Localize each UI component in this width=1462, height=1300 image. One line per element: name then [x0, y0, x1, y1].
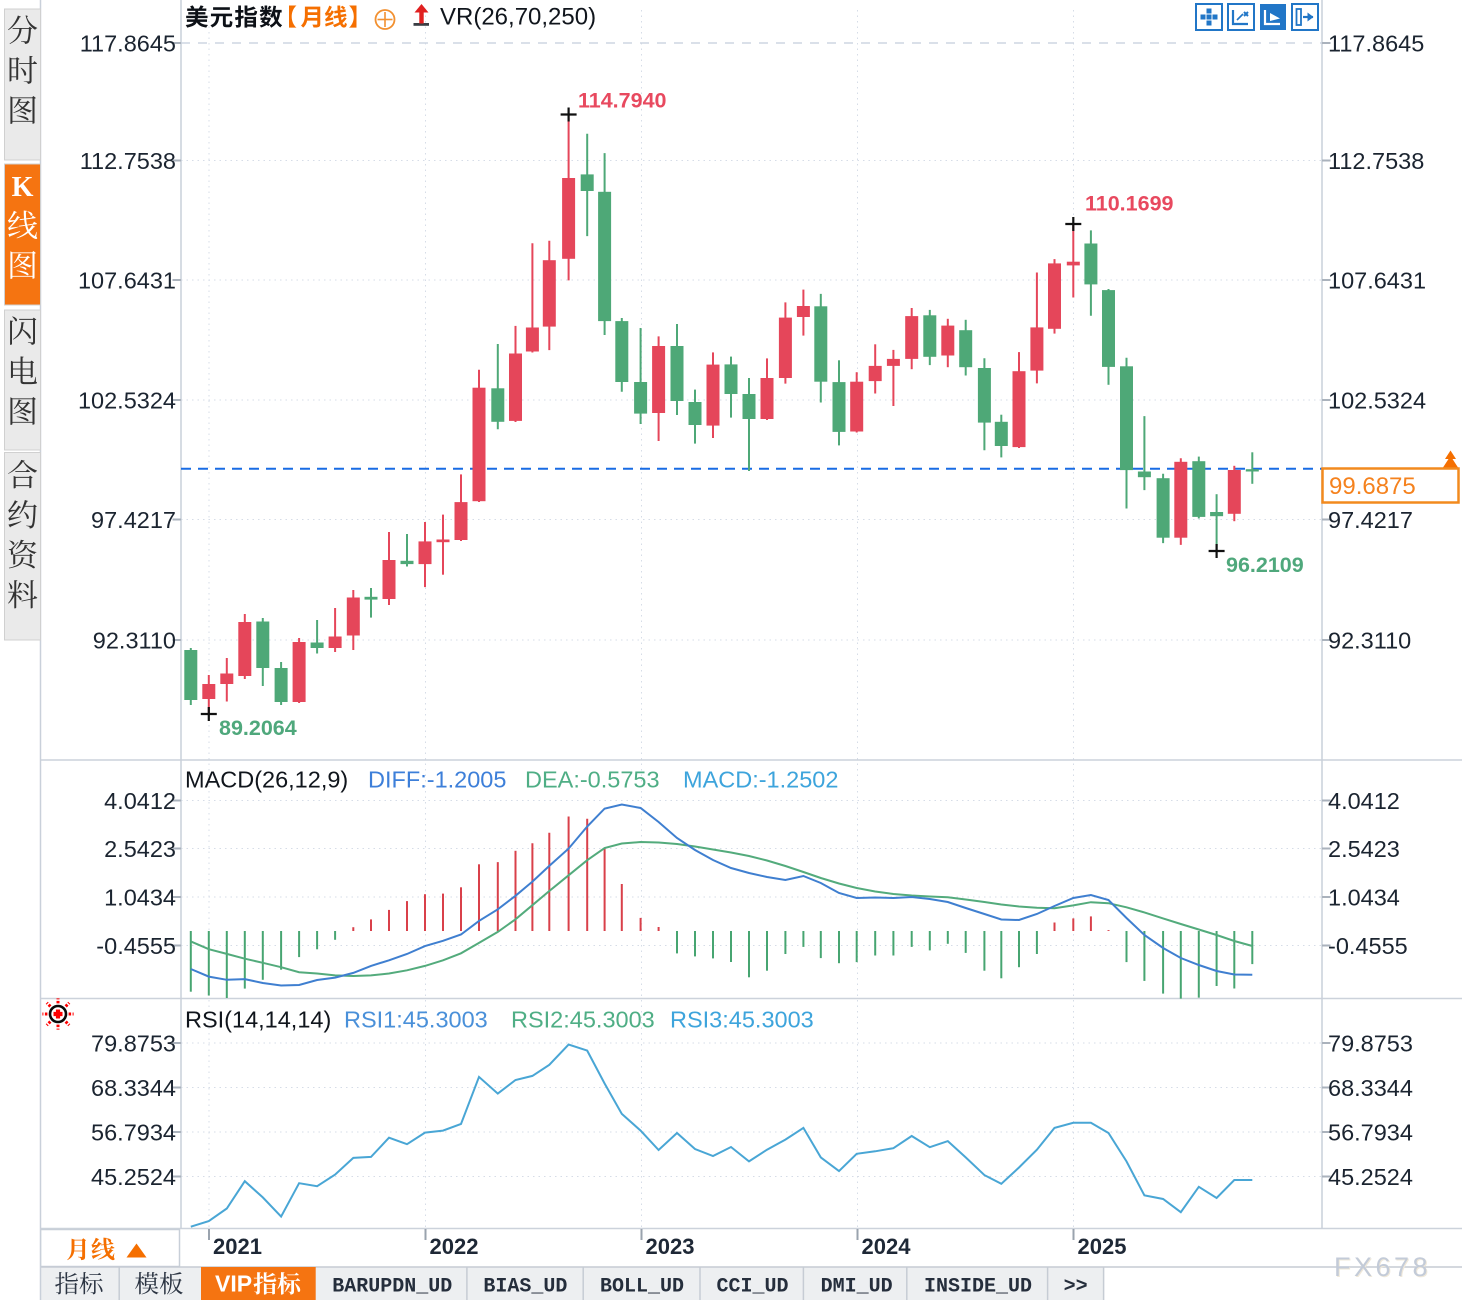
svg-text:89.2064: 89.2064 [219, 716, 297, 740]
svg-text:-0.4555: -0.4555 [96, 933, 176, 959]
svg-text:CCI_UD: CCI_UD [716, 1276, 788, 1299]
svg-text:2025: 2025 [1078, 1234, 1127, 1259]
svg-text:>>: >> [1064, 1276, 1088, 1299]
svg-text:79.8753: 79.8753 [1328, 1031, 1413, 1057]
svg-text:INSIDE_UD: INSIDE_UD [924, 1276, 1032, 1299]
svg-text:99.6875: 99.6875 [1329, 473, 1416, 500]
svg-text:DIFF:-1.2005: DIFF:-1.2005 [368, 767, 506, 793]
svg-text:107.6431: 107.6431 [78, 267, 176, 293]
svg-text:114.7940: 114.7940 [578, 89, 667, 113]
svg-text:96.2109: 96.2109 [1226, 553, 1304, 577]
svg-text:112.7538: 112.7538 [80, 148, 176, 174]
svg-text:RSI1:45.3003: RSI1:45.3003 [344, 1007, 488, 1033]
svg-text:1.0434: 1.0434 [104, 885, 176, 911]
svg-text:FX678: FX678 [1334, 1252, 1431, 1282]
svg-text:2023: 2023 [646, 1234, 695, 1259]
svg-text:117.8645: 117.8645 [1328, 30, 1424, 56]
svg-text:-0.4555: -0.4555 [1328, 933, 1408, 959]
svg-text:117.8645: 117.8645 [80, 30, 176, 56]
svg-text:79.8753: 79.8753 [91, 1031, 176, 1057]
svg-text:VIP: VIP [215, 1271, 252, 1297]
svg-text:45.2524: 45.2524 [91, 1164, 176, 1190]
svg-text:56.7934: 56.7934 [91, 1120, 176, 1146]
svg-text:110.1699: 110.1699 [1085, 192, 1174, 216]
svg-text:102.5324: 102.5324 [78, 387, 176, 413]
svg-text:BARUPDN_UD: BARUPDN_UD [332, 1276, 452, 1299]
svg-text:68.3344: 68.3344 [1328, 1075, 1413, 1101]
svg-text:VR(26,70,250): VR(26,70,250) [440, 3, 596, 30]
svg-text:45.2524: 45.2524 [1328, 1164, 1413, 1190]
svg-text:102.5324: 102.5324 [1328, 387, 1426, 413]
svg-text:MACD(26,12,9): MACD(26,12,9) [185, 767, 348, 793]
svg-text:BIAS_UD: BIAS_UD [483, 1276, 567, 1299]
svg-text:2.5423: 2.5423 [1328, 836, 1400, 862]
svg-text:RSI(14,14,14): RSI(14,14,14) [185, 1007, 331, 1033]
svg-text:107.6431: 107.6431 [1328, 267, 1426, 293]
svg-text:4.0412: 4.0412 [104, 788, 176, 814]
svg-text:112.7538: 112.7538 [1328, 148, 1424, 174]
svg-text:BOLL_UD: BOLL_UD [600, 1276, 684, 1299]
svg-text:RSI2:45.3003: RSI2:45.3003 [511, 1007, 655, 1033]
svg-text:2021: 2021 [213, 1234, 262, 1259]
svg-text:68.3344: 68.3344 [91, 1075, 176, 1101]
svg-text:K: K [12, 172, 34, 203]
svg-text:1.0434: 1.0434 [1328, 885, 1400, 911]
svg-text:97.4217: 97.4217 [1328, 507, 1413, 533]
svg-text:92.3110: 92.3110 [93, 627, 176, 653]
svg-text:2024: 2024 [862, 1234, 912, 1259]
svg-text:4.0412: 4.0412 [1328, 788, 1400, 814]
svg-text:56.7934: 56.7934 [1328, 1120, 1413, 1146]
svg-text:92.3110: 92.3110 [1328, 627, 1411, 653]
svg-text:RSI3:45.3003: RSI3:45.3003 [670, 1007, 814, 1033]
svg-text:DMI_UD: DMI_UD [821, 1276, 893, 1299]
svg-text:2.5423: 2.5423 [104, 836, 176, 862]
svg-text:DEA:-0.5753: DEA:-0.5753 [525, 767, 660, 793]
svg-text:MACD:-1.2502: MACD:-1.2502 [683, 767, 838, 793]
svg-text:97.4217: 97.4217 [91, 507, 176, 533]
svg-text:2022: 2022 [430, 1234, 479, 1259]
